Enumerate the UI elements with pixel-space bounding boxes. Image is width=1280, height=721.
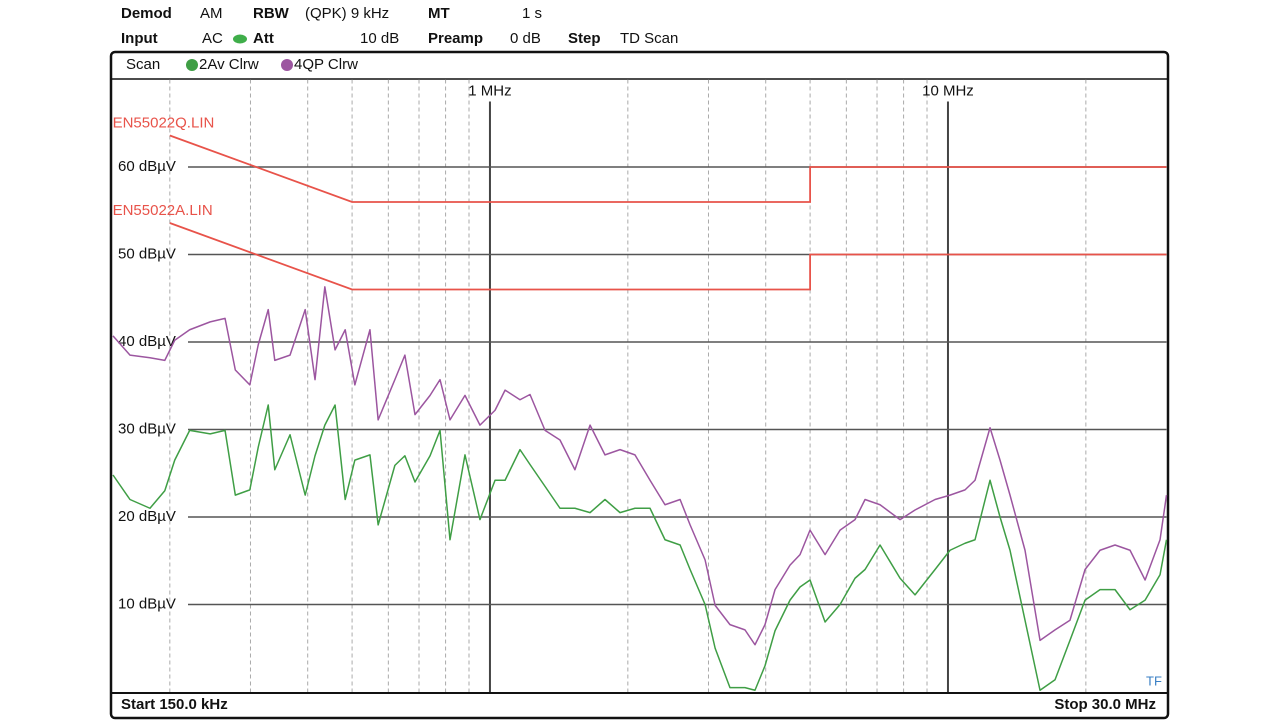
limit-line — [169, 222, 1167, 291]
header-label: Demod — [121, 5, 172, 22]
header-value: (QPK) 9 kHz — [305, 5, 389, 22]
stop-label: Stop 30.0 MHz — [1054, 696, 1156, 713]
y-tick-label: 60 dBµV — [118, 158, 176, 175]
legend-label: 4QP Clrw — [294, 56, 358, 73]
legend-label: 2Av Clrw — [199, 56, 259, 73]
header-label: Att — [253, 30, 274, 47]
y-tick-label: 40 dBµV — [118, 333, 176, 350]
header-value: AM — [200, 5, 223, 22]
header-value: AC — [202, 30, 223, 47]
corner-label: TF — [1146, 673, 1162, 688]
header-value: 1 s — [522, 5, 542, 22]
limit-line-label: EN55022Q.LIN — [113, 114, 215, 131]
y-tick-label: 50 dBµV — [118, 245, 176, 262]
header-label: MT — [428, 5, 450, 22]
limit-line-label: EN55022A.LIN — [113, 202, 213, 219]
legend-title: Scan — [126, 56, 160, 73]
y-tick-label: 20 dBµV — [118, 508, 176, 525]
limit-line — [169, 134, 1167, 203]
start-label: Start 150.0 kHz — [121, 696, 228, 713]
header-label: RBW — [253, 5, 290, 22]
y-tick-label: 30 dBµV — [118, 420, 176, 437]
legend-marker — [281, 59, 293, 71]
header-value: 0 dB — [510, 30, 541, 47]
x-tick-label: 10 MHz — [922, 82, 974, 99]
y-tick-label: 10 dBµV — [118, 595, 176, 612]
header-label: Step — [568, 30, 601, 47]
frame — [109, 50, 1170, 720]
x-tick-label: 1 MHz — [468, 82, 511, 99]
header-label: Preamp — [428, 30, 483, 47]
trace — [112, 286, 1168, 646]
header-value: TD Scan — [620, 30, 678, 47]
trace — [112, 404, 1168, 691]
header-label: Input — [121, 30, 158, 47]
header-value: 10 dB — [360, 30, 399, 47]
input-indicator — [233, 34, 247, 44]
legend-marker — [186, 59, 198, 71]
